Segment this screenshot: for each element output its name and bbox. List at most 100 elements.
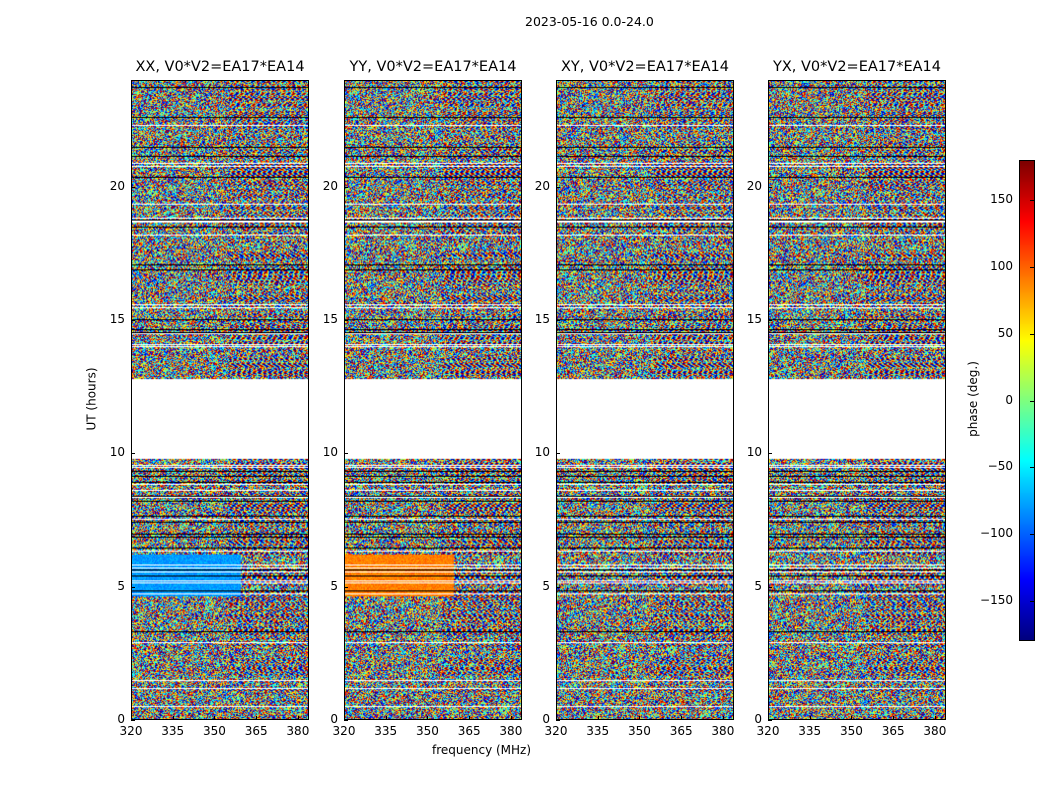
colorbar-tick bbox=[1030, 467, 1035, 469]
y-tick bbox=[344, 720, 348, 721]
colorbar-tick bbox=[1030, 400, 1035, 402]
x-tick-label: 320 bbox=[332, 724, 356, 738]
colorbar-tick-label: −100 bbox=[980, 526, 1013, 541]
y-tick-label: 5 bbox=[117, 578, 125, 593]
chart-title: 2023-05-16 0.0-24.0 bbox=[525, 14, 654, 29]
x-tick bbox=[934, 716, 936, 720]
colorbar-tick-label: −150 bbox=[980, 592, 1013, 607]
colorbar-tick bbox=[1030, 200, 1035, 202]
panel-title: YY, V0*V2=EA17*EA14 bbox=[349, 59, 517, 75]
x-tick bbox=[469, 716, 471, 720]
x-tick bbox=[131, 716, 132, 720]
y-tick-label: 20 bbox=[746, 178, 762, 193]
x-tick bbox=[510, 716, 512, 720]
y-tick bbox=[344, 586, 348, 588]
colorbar-tick bbox=[1030, 333, 1035, 335]
colorbar-tick bbox=[1030, 534, 1035, 536]
y-tick bbox=[131, 320, 135, 321]
x-tick bbox=[639, 716, 641, 720]
y-tick bbox=[768, 453, 772, 455]
colorbar-tick-label: 100 bbox=[990, 258, 1013, 273]
y-tick bbox=[556, 186, 560, 188]
heatmap-panel-xx bbox=[131, 80, 309, 720]
heatmap-panel-yy bbox=[344, 80, 522, 720]
colorbar-tick-label: 150 bbox=[990, 192, 1013, 207]
y-tick-label: 15 bbox=[746, 312, 762, 326]
x-tick-label: 335 bbox=[586, 724, 610, 738]
y-tick-label: 10 bbox=[109, 445, 125, 460]
x-tick bbox=[722, 716, 724, 720]
x-tick-label: 320 bbox=[544, 724, 568, 738]
panel-title: XX, V0*V2=EA17*EA14 bbox=[135, 59, 305, 75]
y-tick bbox=[768, 320, 772, 321]
y-tick-label: 5 bbox=[542, 578, 550, 593]
y-tick-label: 20 bbox=[109, 178, 125, 193]
y-tick-label: 10 bbox=[322, 445, 338, 460]
heatmap-panel-yx bbox=[768, 80, 946, 720]
y-tick bbox=[768, 586, 772, 588]
x-tick-label: 350 bbox=[415, 724, 439, 738]
y-tick bbox=[768, 186, 772, 188]
y-tick-label: 15 bbox=[534, 312, 550, 326]
x-tick-label: 380 bbox=[711, 724, 735, 738]
x-tick bbox=[172, 716, 174, 720]
colorbar-tick bbox=[1030, 600, 1035, 602]
panel-title: YX, V0*V2=EA17*EA14 bbox=[772, 59, 942, 75]
x-tick-label: 335 bbox=[798, 724, 822, 738]
y-tick bbox=[556, 720, 560, 721]
y-tick-label: 5 bbox=[330, 578, 338, 593]
colorbar-tick-label: 50 bbox=[997, 325, 1013, 340]
x-tick-label: 335 bbox=[374, 724, 398, 738]
x-tick-label: 365 bbox=[669, 724, 693, 738]
x-tick-label: 365 bbox=[881, 724, 905, 738]
x-axis-label: frequency (MHz) bbox=[432, 743, 532, 757]
y-tick-label: 5 bbox=[754, 578, 762, 593]
y-tick-label: 0 bbox=[117, 712, 125, 726]
y-tick bbox=[344, 453, 348, 455]
panel-title: XY, V0*V2=EA17*EA14 bbox=[560, 59, 730, 75]
y-tick bbox=[556, 453, 560, 455]
y-tick-label: 0 bbox=[330, 712, 338, 726]
y-tick bbox=[131, 720, 135, 721]
colorbar-label: phase (deg.) bbox=[965, 361, 980, 437]
x-tick bbox=[893, 716, 895, 720]
y-tick-label: 0 bbox=[754, 712, 762, 726]
colorbar-tick bbox=[1030, 266, 1035, 268]
y-tick bbox=[131, 453, 135, 455]
x-tick bbox=[344, 716, 345, 720]
y-tick bbox=[131, 186, 135, 188]
x-tick bbox=[427, 716, 429, 720]
x-tick bbox=[556, 716, 557, 720]
y-tick-label: 15 bbox=[109, 312, 125, 326]
y-tick-label: 10 bbox=[534, 445, 550, 460]
y-tick-label: 20 bbox=[534, 178, 550, 193]
x-tick-label: 350 bbox=[839, 724, 863, 738]
y-tick bbox=[344, 186, 348, 188]
y-axis-label: UT (hours) bbox=[84, 367, 99, 431]
y-tick-label: 20 bbox=[322, 178, 338, 193]
x-tick bbox=[768, 716, 769, 720]
x-tick-label: 320 bbox=[119, 724, 143, 738]
y-tick bbox=[556, 586, 560, 588]
x-tick bbox=[297, 716, 299, 720]
y-tick bbox=[556, 320, 560, 321]
y-tick bbox=[768, 720, 772, 721]
y-tick bbox=[131, 586, 135, 588]
x-tick-label: 365 bbox=[457, 724, 481, 738]
x-tick-label: 380 bbox=[923, 724, 947, 738]
x-tick-label: 350 bbox=[202, 724, 226, 738]
x-tick-label: 320 bbox=[756, 724, 780, 738]
x-tick-label: 380 bbox=[286, 724, 310, 738]
x-tick-label: 335 bbox=[161, 724, 185, 738]
x-tick-label: 350 bbox=[627, 724, 651, 738]
colorbar-tick-label: 0 bbox=[1005, 392, 1013, 407]
x-tick bbox=[385, 716, 387, 720]
x-tick bbox=[214, 716, 216, 720]
x-tick-label: 365 bbox=[244, 724, 268, 738]
x-tick bbox=[809, 716, 811, 720]
x-tick bbox=[597, 716, 599, 720]
x-tick bbox=[256, 716, 258, 720]
y-tick-label: 10 bbox=[746, 445, 762, 460]
x-tick bbox=[851, 716, 853, 720]
